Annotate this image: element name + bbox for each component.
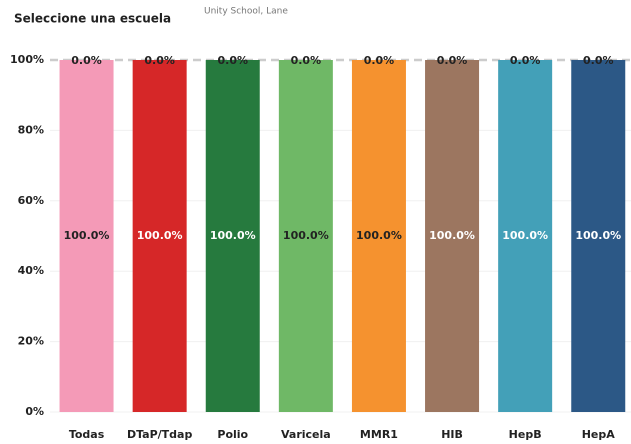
y-tick-label: 40% [18,264,44,277]
x-tick-label: Polio [217,428,248,441]
y-tick-label: 80% [18,123,44,136]
data-label: 0.0% [510,54,541,67]
y-tick-label: 20% [18,335,44,348]
data-label: 100.0% [210,229,256,242]
x-tick-label: HepA [582,428,616,441]
x-tick-label: Varicela [281,428,331,441]
bar [278,60,333,412]
data-label: 100.0% [64,229,110,242]
data-label: 0.0% [437,54,468,67]
bar [425,60,480,412]
y-tick-label: 0% [25,405,44,418]
bar [59,60,114,412]
chart-subtitle: Unity School, Lane [204,7,288,17]
data-label: 0.0% [144,54,175,67]
data-label: 0.0% [583,54,614,67]
data-label: 100.0% [429,229,475,242]
bar [498,60,553,412]
x-tick-label: HepB [509,428,542,441]
data-label: 0.0% [217,54,248,67]
bar [571,60,626,412]
data-label: 100.0% [137,229,183,242]
data-label: 100.0% [575,229,621,242]
data-label: 100.0% [502,229,548,242]
x-tick-label: Todas [69,428,105,441]
y-tick-label: 100% [10,53,44,66]
data-label: 0.0% [364,54,395,67]
data-label: 100.0% [283,229,329,242]
y-tick-label: 60% [18,194,44,207]
data-label: 100.0% [356,229,402,242]
x-tick-label: MMR1 [360,428,398,441]
x-tick-label: HIB [441,428,463,441]
chart-title: Seleccione una escuela [14,12,171,26]
bar [132,60,187,412]
data-label: 0.0% [71,54,102,67]
x-tick-label: DTaP/Tdap [127,428,193,441]
bar [205,60,260,412]
data-label: 0.0% [291,54,322,67]
bar [351,60,406,412]
